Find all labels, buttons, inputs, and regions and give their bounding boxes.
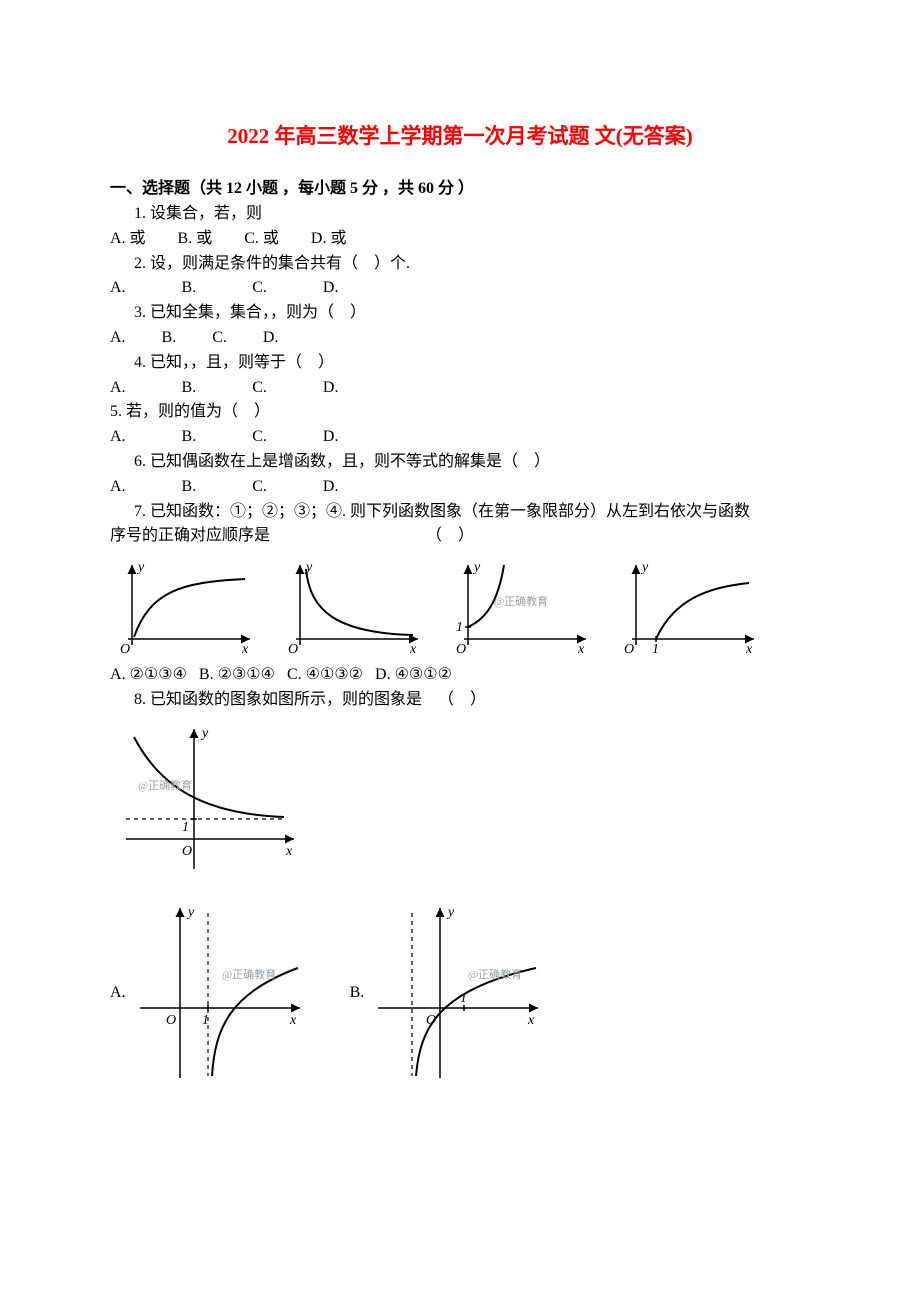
q8-option-a-graph: 1 @正确教育 y x O (130, 898, 310, 1088)
q7-stem-line2: 序号的正确对应顺序是 （ ） (110, 524, 810, 549)
svg-text:x: x (577, 642, 585, 657)
svg-text:x: x (409, 642, 417, 657)
svg-text:1: 1 (202, 1013, 209, 1028)
svg-text:1: 1 (460, 991, 467, 1006)
page-title: 2022 年高三数学上学期第一次月考试题 文(无答案) (110, 120, 810, 150)
svg-text:y: y (186, 905, 195, 920)
q5-stem: 5. 若，则的值为（ ） (110, 400, 810, 425)
exam-page: 2022 年高三数学上学期第一次月考试题 文(无答案) 一、选择题（共 12 小… (0, 0, 920, 1148)
q7-graph-3: 1 @正确教育 y x O (446, 557, 596, 657)
svg-text:y: y (640, 560, 649, 575)
q8-stem: 8. 已知函数的图象如图所示，则的图象是 （ ） (110, 688, 810, 713)
svg-text:@正确教育: @正确教育 (468, 967, 522, 981)
q1-stem: 1. 设集合，若，则 (110, 202, 810, 227)
svg-text:y: y (200, 726, 209, 741)
q7-graph-4: 1 y x O (614, 557, 764, 657)
q8-option-b-graph: 1 @正确教育 y x O (368, 898, 548, 1088)
q7-graph-2: y x O (278, 557, 428, 657)
q2-options: A. B. C. D. (110, 276, 810, 301)
svg-text:1: 1 (456, 620, 463, 635)
svg-text:y: y (446, 905, 455, 920)
section-1-heading: 一、选择题（共 12 小题 ，每小题 5 分 ，共 60 分 ） (110, 174, 810, 198)
q6-options: A. B. C. D. (110, 475, 810, 500)
svg-text:1: 1 (652, 642, 659, 657)
svg-text:x: x (285, 844, 293, 859)
q8-option-a-label: A. (110, 984, 126, 1002)
q4-options: A. B. C. D. (110, 376, 810, 401)
svg-text:x: x (745, 642, 753, 657)
q7-graph-1: y x O (110, 557, 260, 657)
q2-stem: 2. 设，则满足条件的集合共有（ ）个. (110, 252, 810, 277)
svg-text:O: O (426, 1013, 436, 1028)
svg-text:@正确教育: @正确教育 (138, 778, 192, 792)
q5-options: A. B. C. D. (110, 425, 810, 450)
svg-text:O: O (288, 642, 298, 657)
svg-text:O: O (182, 844, 192, 859)
q1-options: A. 或 B. 或 C. 或 D. 或 (110, 227, 810, 252)
svg-text:y: y (304, 560, 313, 575)
origin-label: O (120, 642, 130, 657)
q3-stem: 3. 已知全集，集合，，则为（ ） (110, 301, 810, 326)
watermark-text: @正确教育 (494, 594, 548, 608)
q7-stem-line1: 7. 已知函数：①；②；③；④. 则下列函数图象（在第一象限部分）从左到右依次与… (110, 500, 810, 525)
svg-text:@正确教育: @正确教育 (222, 967, 276, 981)
q8-given-figure: 1 @正确教育 y x O (116, 719, 810, 884)
q7-graph-row: y x O y x O 1 @正确教育 y x O (110, 557, 810, 657)
axis-x-label: x (241, 642, 249, 657)
svg-text:y: y (472, 560, 481, 575)
q6-stem: 6. 已知偶函数在上是增函数，且，则不等式的解集是（ ） (110, 450, 810, 475)
q7-options: A. ②①③④ B. ②③①④ C. ④①③② D. ④③①② (110, 663, 810, 688)
svg-text:O: O (456, 642, 466, 657)
q8-options-row: A. 1 @正确教育 y x O B. 1 (110, 898, 810, 1088)
q4-stem: 4. 已知，，且，则等于（ ） (110, 351, 810, 376)
svg-text:O: O (624, 642, 634, 657)
svg-text:x: x (527, 1013, 535, 1028)
svg-text:x: x (289, 1013, 297, 1028)
q8-option-b-label: B. (350, 984, 365, 1002)
q3-options: A. B. C. D. (110, 326, 810, 351)
svg-text:O: O (166, 1013, 176, 1028)
axis-y-label: y (136, 560, 145, 575)
svg-text:1: 1 (182, 820, 189, 835)
